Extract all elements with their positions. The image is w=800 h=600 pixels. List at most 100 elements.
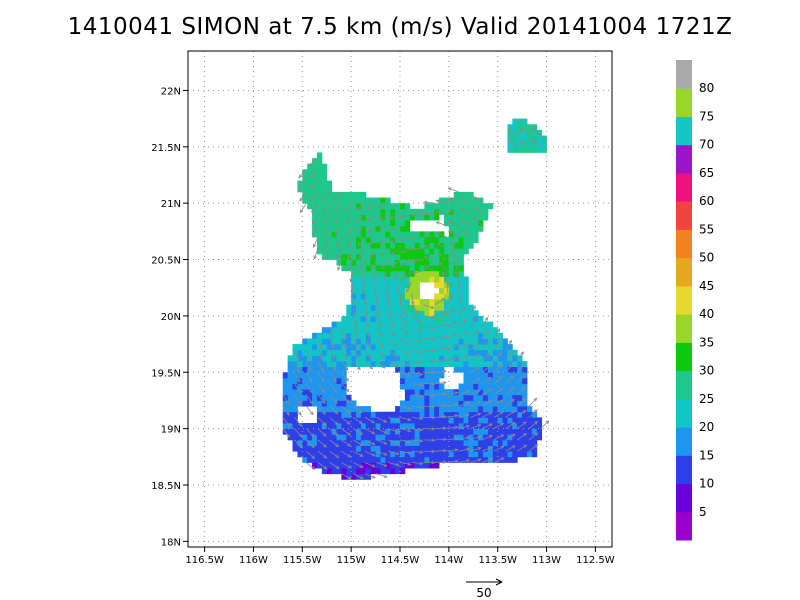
- wind-cell: [316, 417, 323, 424]
- wind-vector: [449, 230, 459, 238]
- wind-vector-head: [380, 253, 384, 257]
- wind-vector: [364, 428, 375, 435]
- wind-cell: [443, 237, 450, 244]
- wind-cell: [424, 338, 430, 345]
- wind-cell: [400, 428, 406, 435]
- wind-cell: [395, 434, 401, 441]
- wind-vector: [435, 450, 447, 452]
- wind-vector: [470, 342, 479, 351]
- wind-cell: [409, 445, 416, 452]
- wind-vector: [446, 426, 458, 430]
- wind-cell: [365, 248, 372, 255]
- wind-cell: [336, 197, 342, 204]
- wind-cell: [375, 197, 381, 204]
- wind-cell: [326, 237, 333, 244]
- wind-cell: [400, 372, 406, 379]
- wind-cell: [463, 293, 469, 300]
- wind-vector-head: [368, 241, 373, 246]
- wind-cell: [390, 208, 396, 215]
- wind-vector-head: [523, 433, 528, 437]
- wind-cell: [395, 248, 401, 255]
- wind-cell: [307, 372, 313, 379]
- wind-vector: [424, 212, 436, 215]
- wind-vector-head: [436, 242, 441, 246]
- wind-cell: [527, 445, 533, 452]
- wind-cell: [316, 203, 323, 210]
- wind-cell: [434, 428, 440, 435]
- wind-cell: [302, 423, 308, 430]
- wind-cell: [370, 248, 376, 255]
- wind-cell: [429, 332, 435, 339]
- wind-vector-head: [298, 433, 303, 438]
- wind-vector-head: [322, 432, 327, 437]
- wind-cell: [351, 253, 357, 260]
- wind-cell: [536, 141, 543, 148]
- wind-cell: [356, 253, 362, 260]
- wind-cell: [424, 349, 430, 356]
- colorbar-swatch: [676, 60, 692, 89]
- wind-cell: [365, 361, 372, 368]
- wind-cell: [478, 411, 484, 418]
- wind-vector-head: [466, 424, 471, 429]
- wind-cell: [492, 411, 499, 418]
- wind-cell: [326, 445, 333, 452]
- wind-cell: [463, 439, 469, 446]
- wind-cell: [429, 259, 435, 266]
- wind-vector: [434, 298, 445, 305]
- wind-vector-head: [357, 242, 362, 247]
- wind-cell: [434, 417, 440, 424]
- wind-vector: [470, 459, 482, 463]
- wind-cell: [409, 349, 416, 356]
- wind-cell: [468, 344, 474, 351]
- wind-cell: [448, 456, 455, 463]
- wind-vector: [317, 439, 327, 448]
- wind-vector-head: [330, 334, 334, 339]
- wind-cell: [385, 293, 391, 300]
- wind-vector: [406, 281, 413, 293]
- wind-vector-head: [378, 228, 383, 233]
- wind-cell: [463, 451, 469, 458]
- wind-cell: [434, 259, 440, 266]
- wind-cell: [463, 282, 469, 289]
- wind-cell: [448, 220, 455, 227]
- wind-cell: [404, 411, 411, 418]
- wind-vector: [352, 473, 364, 479]
- wind-cell: [307, 163, 313, 170]
- wind-cell: [360, 265, 367, 272]
- wind-cell: [356, 406, 362, 413]
- wind-vector-head: [407, 451, 412, 455]
- wind-cell: [326, 462, 333, 469]
- wind-vector-head: [419, 439, 424, 443]
- wind-vector: [411, 405, 423, 409]
- wind-vector-head: [311, 208, 315, 213]
- wind-vector-head: [383, 419, 388, 423]
- wind-cell: [370, 423, 376, 430]
- wind-vector-head: [477, 412, 482, 416]
- wind-cell: [439, 304, 445, 311]
- wind-vector-head: [337, 266, 341, 271]
- wind-cell: [404, 248, 411, 255]
- wind-cell: [541, 146, 547, 153]
- wind-cell: [282, 406, 289, 413]
- wind-cell: [395, 299, 401, 306]
- wind-cell: [316, 237, 323, 244]
- wind-vector-head: [449, 294, 454, 299]
- wind-cell: [336, 383, 342, 390]
- wind-cell: [497, 451, 503, 458]
- wind-cell: [336, 338, 342, 345]
- wind-cell: [351, 197, 357, 204]
- wind-cell: [424, 315, 430, 322]
- wind-cell: [492, 400, 499, 407]
- wind-cell: [321, 411, 328, 418]
- wind-cell: [463, 428, 469, 435]
- wind-vector-head: [489, 446, 494, 450]
- wind-cell: [336, 377, 342, 384]
- wind-cell: [502, 456, 508, 463]
- wind-vector-head: [353, 323, 358, 328]
- wind-vector-head: [423, 244, 428, 249]
- wind-cell: [312, 163, 318, 170]
- wind-cell: [453, 315, 460, 322]
- wind-cell: [365, 259, 372, 266]
- wind-cell: [351, 349, 357, 356]
- wind-cell: [487, 327, 494, 334]
